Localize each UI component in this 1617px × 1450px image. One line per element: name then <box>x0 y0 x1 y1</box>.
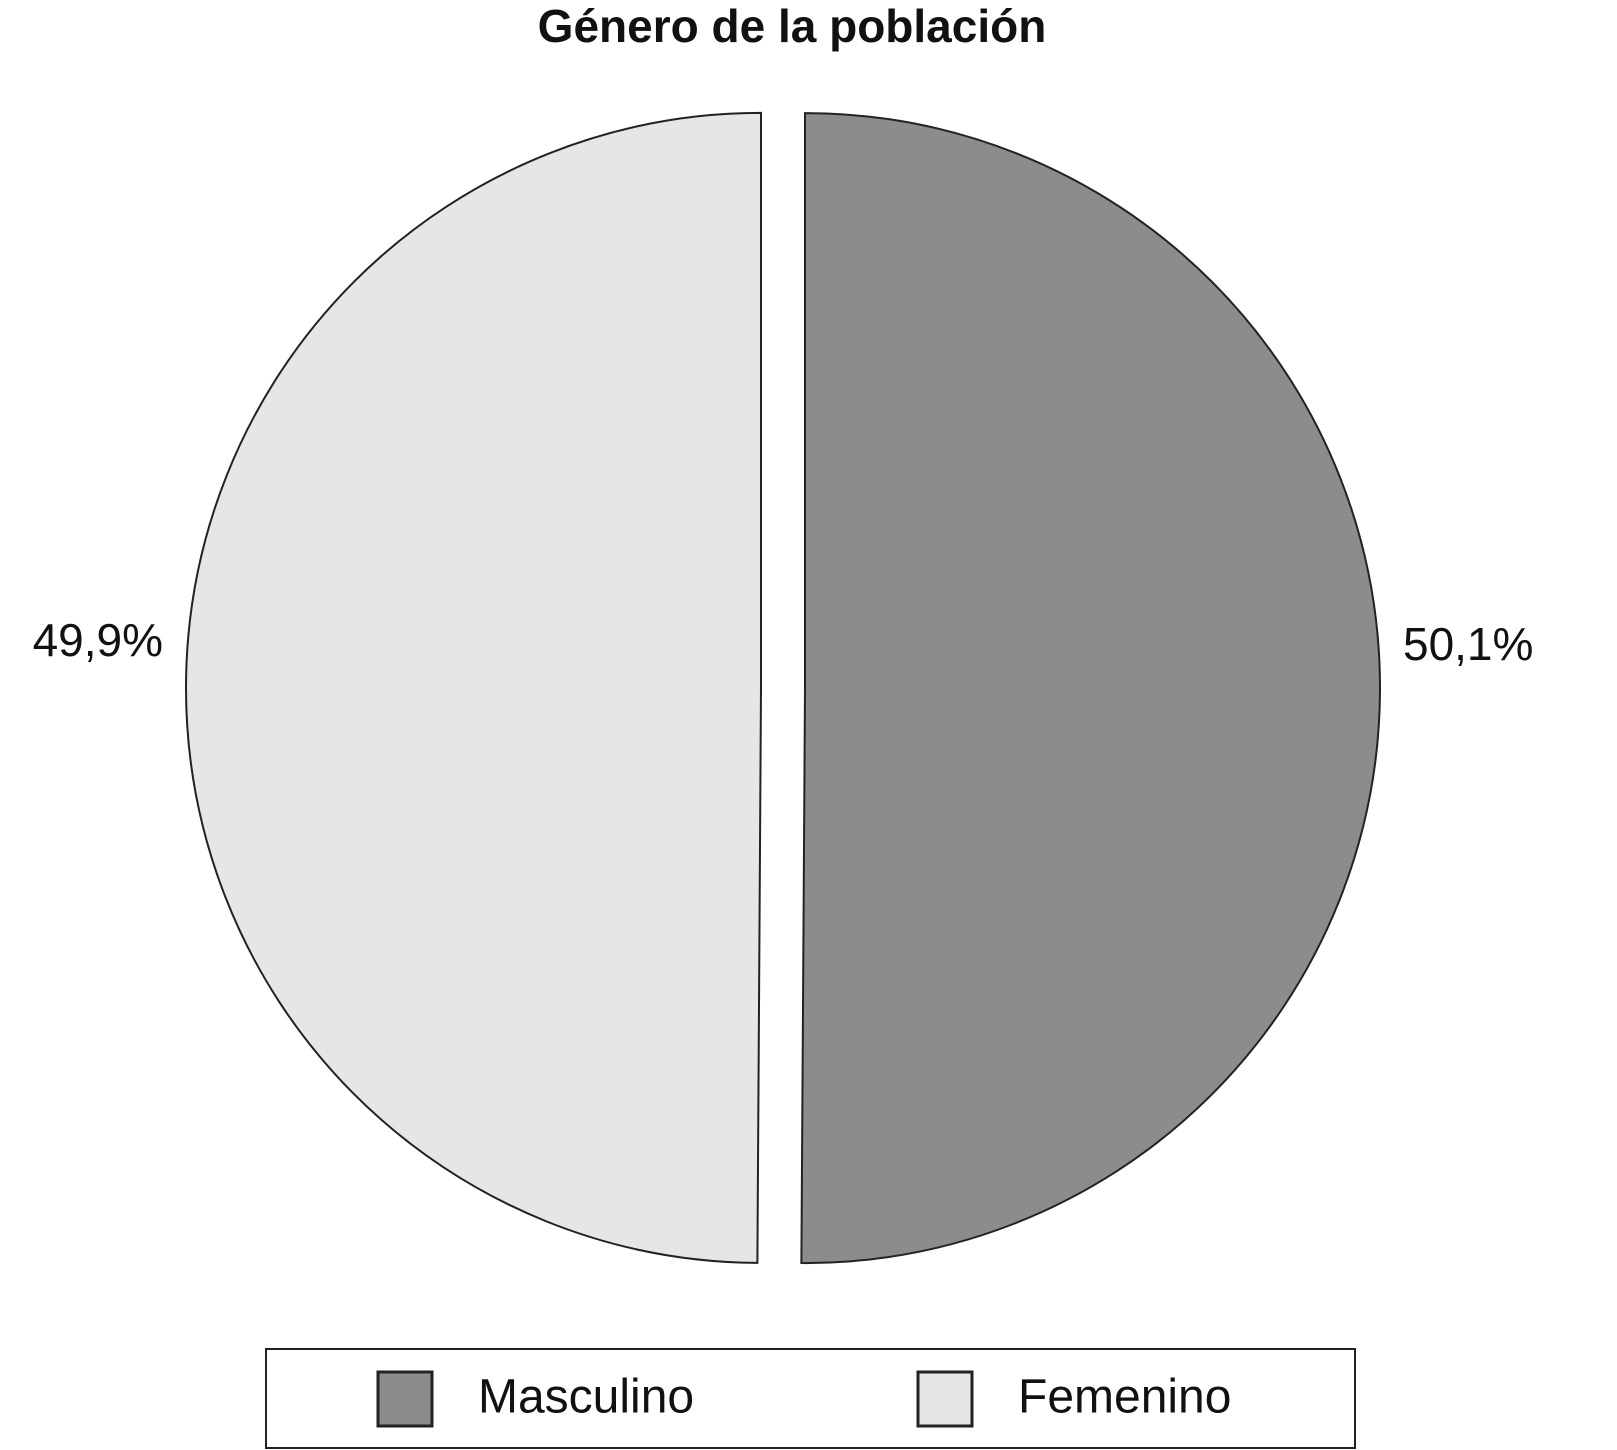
value-label: 50,1% <box>1403 618 1533 670</box>
pie-slice <box>800 112 1381 1265</box>
legend-swatch <box>916 1370 974 1428</box>
pie-slice <box>185 111 762 1264</box>
legend-label: Masculino <box>478 1371 694 1424</box>
value-label: 49,9% <box>33 614 163 666</box>
legend-label: Femenino <box>1018 1371 1231 1424</box>
legend-box <box>265 1348 1356 1449</box>
legend-swatch <box>376 1370 434 1428</box>
chart-title: Género de la población <box>538 0 1047 52</box>
